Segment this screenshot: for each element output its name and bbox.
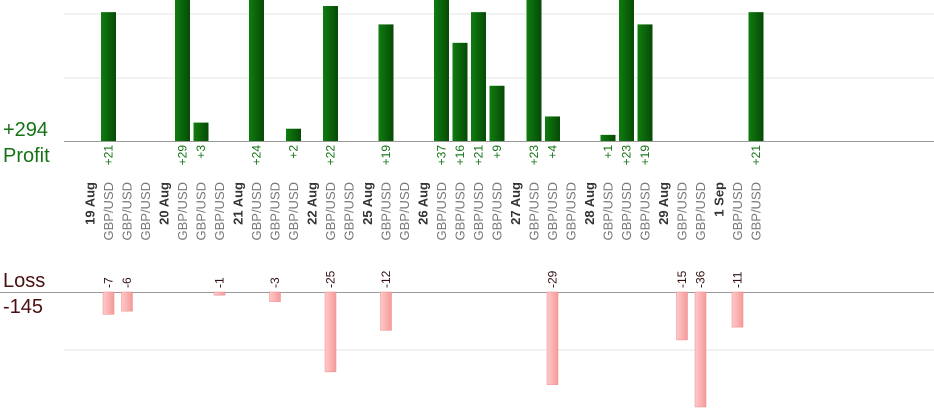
pair-label: GBP/USD [138,182,153,241]
date-label: 20 Aug [157,182,172,225]
profit-value-label: +16 [453,145,467,166]
loss-value-label: -36 [694,270,708,288]
loss-value-label: -25 [324,270,338,288]
profit-value-label: +3 [194,145,208,159]
profit-value-label: +19 [379,145,393,166]
date-label: 22 Aug [305,182,320,225]
date-label: 26 Aug [416,182,431,225]
profit-label: Profit [3,145,50,167]
date-label: 27 Aug [508,182,523,225]
loss-bar [213,291,226,296]
profit-value-label: +23 [620,145,634,166]
pair-label: GBP/USD [212,182,227,241]
profit-value-label: +4 [546,145,560,159]
date-label: 28 Aug [582,182,597,225]
pair-label: GBP/USD [379,182,394,241]
profit-bar [748,12,764,141]
profit-total: +294 [3,119,49,141]
pair-label: GBP/USD [601,182,616,241]
pair-label: GBP/USD [619,182,634,241]
loss-bar [269,291,281,302]
profit-bar [619,0,634,141]
loss-bar [676,291,688,341]
profit-bar [526,0,542,141]
profit-bar [249,0,264,141]
pair-label: GBP/USD [249,182,264,241]
date-label: 19 Aug [83,182,98,225]
pair-label: GBP/USD [101,182,116,241]
loss-value-label: -15 [675,270,689,288]
profit-bar [101,12,116,141]
pair-label: GBP/USD [675,182,690,241]
profit-value-label: +19 [638,145,652,166]
loss-bar [694,291,707,408]
pair-label: GBP/USD [730,182,745,241]
pair-label: GBP/USD [693,182,708,241]
date-label: 29 Aug [656,182,671,225]
loss-bar [380,291,392,331]
profit-bar [452,42,468,142]
profit-value-label: +24 [250,145,264,166]
loss-bar [102,291,115,315]
date-label: 21 Aug [231,182,246,225]
profit-bar [286,128,301,141]
pair-label: GBP/USD [397,182,412,241]
profit-value-label: +1 [601,145,615,159]
profit-value-label: +37 [435,145,449,166]
loss-value-label: -3 [268,277,282,288]
profit-bar [489,85,505,141]
loss-bar [324,291,337,373]
loss-bar [121,291,133,312]
profit-bar [193,122,209,141]
loss-bar [546,291,559,385]
loss-label: Loss [3,270,46,292]
date-label: 25 Aug [360,182,375,225]
pair-label: GBP/USD [323,182,338,241]
pair-label: GBP/USD [342,182,357,241]
pair-label: GBP/USD [120,182,135,241]
profit-value-label: +22 [324,145,338,166]
loss-value-label: -6 [120,277,134,288]
pair-label: GBP/USD [194,182,209,241]
loss-value-label: -11 [731,271,745,288]
pair-label: GBP/USD [749,182,764,241]
profit-bar [600,134,616,141]
pair-label: GBP/USD [268,182,283,241]
loss-value-label: -29 [546,270,560,288]
profit-value-label: +21 [472,145,486,166]
pair-label: GBP/USD [471,182,486,241]
profit-bar [471,12,486,141]
profit-value-label: +2 [287,145,301,159]
pair-label: GBP/USD [490,182,505,241]
profit-bar [434,0,449,141]
pair-label: GBP/USD [453,182,468,241]
pair-label: GBP/USD [527,182,542,241]
profit-bar [323,6,338,141]
loss-total: -145 [3,296,44,318]
pair-label: GBP/USD [175,182,190,241]
pair-label: GBP/USD [434,182,449,241]
pair-label: GBP/USD [545,182,560,241]
pair-label: GBP/USD [638,182,653,241]
profit-value-label: +29 [176,145,190,166]
profit-bar [637,24,653,142]
pair-label: GBP/USD [286,182,301,241]
loss-value-label: -7 [102,277,116,288]
loss-value-label: -12 [379,270,393,288]
profit-value-label: +21 [102,145,116,166]
loss-value-label: -1 [213,277,227,288]
profit-value-label: +9 [490,145,504,159]
pair-label: GBP/USD [564,182,579,241]
profit-value-label: +21 [749,145,763,166]
profit-bar [545,116,560,141]
profit-bar [378,24,394,142]
date-label: 1 Sep [712,182,727,217]
profit-bar [175,0,190,141]
loss-bar [731,291,744,328]
profit-value-label: +23 [527,145,541,166]
